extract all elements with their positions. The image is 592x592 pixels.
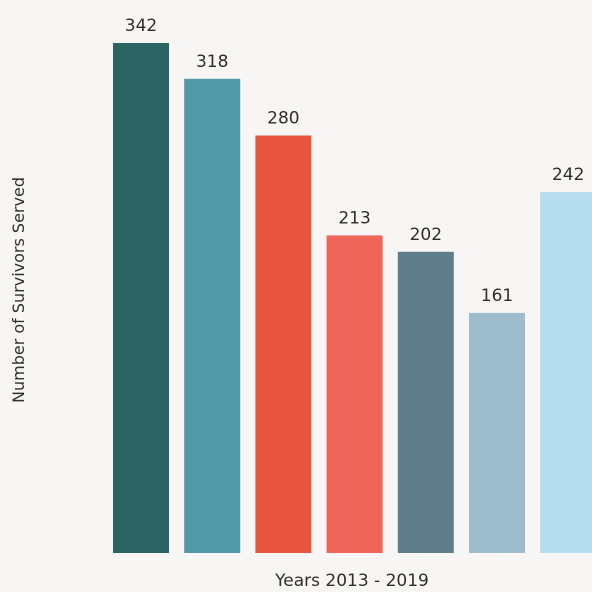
bar-342	[113, 43, 169, 553]
bars-group	[113, 43, 592, 554]
bar-value-label: 213	[338, 208, 370, 228]
bar-202	[397, 251, 454, 554]
bar-213	[326, 235, 383, 553]
bar-value-label: 242	[552, 165, 584, 185]
bar-280	[255, 135, 312, 553]
bar-value-label: 342	[125, 16, 157, 36]
value-labels-group: 342 318 280 213 202 161 242	[125, 16, 585, 306]
x-axis-label: Years 2013 - 2019	[274, 571, 429, 591]
y-axis-label: Number of Survivors Served	[9, 177, 28, 403]
bar-318	[184, 78, 241, 554]
bar-value-label: 280	[267, 109, 299, 129]
bar-value-label: 318	[196, 52, 228, 72]
bar-value-label: 202	[410, 225, 442, 245]
bar-242	[540, 192, 592, 553]
bar-value-label: 161	[481, 286, 513, 306]
bar-161	[469, 312, 525, 553]
